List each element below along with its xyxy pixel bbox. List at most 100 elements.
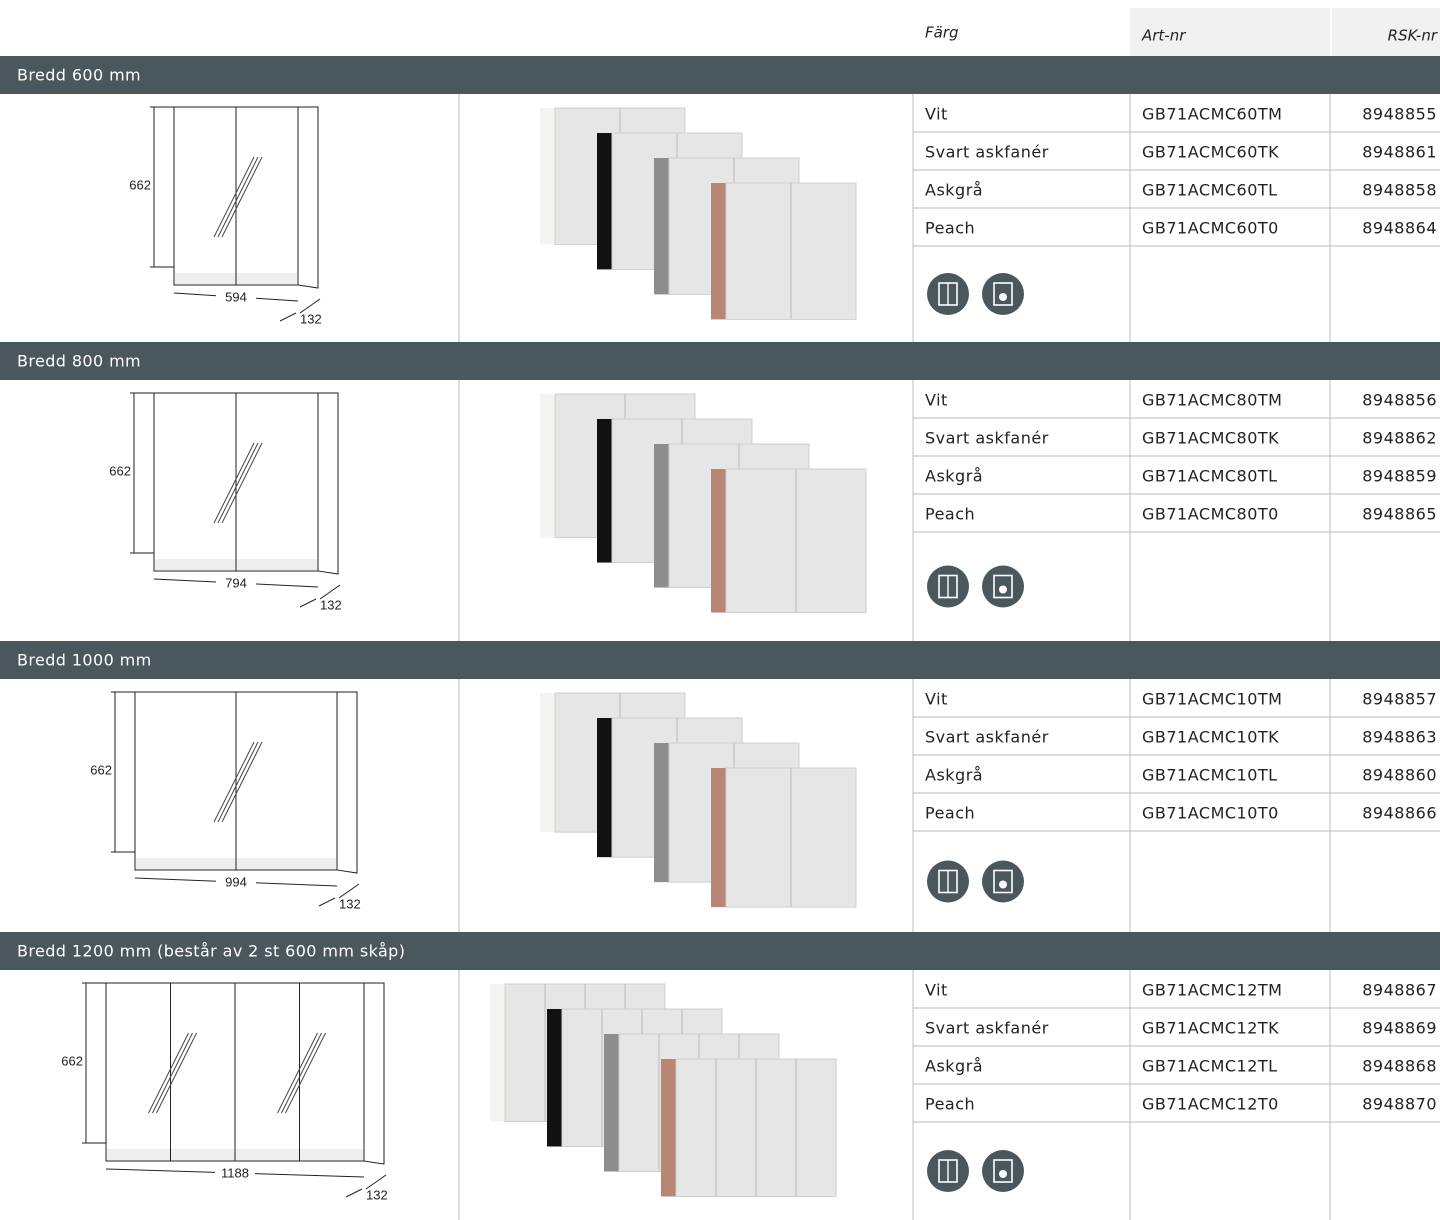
- rsk-number: 8948868: [1362, 1057, 1437, 1076]
- cabinet-side: [336, 691, 358, 874]
- dim-line: [299, 298, 321, 314]
- icon-glyph: [993, 574, 1013, 599]
- color-name: Svart askfanér: [925, 429, 1049, 448]
- cabinet-side: [317, 392, 339, 575]
- photo-side: [597, 419, 612, 563]
- mirror-mark: [221, 741, 263, 823]
- dim-line: [318, 897, 336, 907]
- mirror-mark: [285, 1032, 326, 1114]
- art-number: GB71ACMC12TK: [1142, 1019, 1279, 1038]
- color-name: Svart askfanér: [925, 728, 1049, 747]
- color-name: Peach: [925, 219, 975, 238]
- rsk-number: 8948862: [1362, 429, 1437, 448]
- art-number: GB71ACMC60TK: [1142, 143, 1279, 162]
- color-name: Vit: [925, 690, 948, 709]
- icon-glyph: [993, 282, 1013, 306]
- mirror-mark: [213, 442, 255, 524]
- color-name: Askgrå: [925, 766, 983, 785]
- icon-glyph: [999, 293, 1007, 301]
- header-bg: [1332, 8, 1440, 56]
- photo-side: [547, 1009, 562, 1147]
- photo-side: [540, 108, 555, 245]
- mirror-mark: [221, 442, 263, 524]
- photo-side: [711, 469, 726, 613]
- dim-bg: [216, 874, 256, 890]
- section-title: Bredd 600 mm: [17, 66, 141, 85]
- dim-line: [319, 584, 341, 600]
- rsk-number: 8948855: [1362, 105, 1437, 124]
- art-number: GB71ACMC10T0: [1142, 804, 1279, 823]
- section-band: [0, 56, 1440, 94]
- dim-line: [345, 1188, 363, 1198]
- mirror-mark: [281, 1032, 322, 1114]
- dim-bg: [216, 575, 256, 591]
- mirror-mark: [217, 741, 259, 823]
- mirror-mark: [213, 156, 255, 238]
- rsk-number: 8948859: [1362, 467, 1437, 486]
- rsk-number: 8948867: [1362, 981, 1437, 1000]
- color-name: Askgrå: [925, 1057, 983, 1076]
- mirror-mark: [217, 156, 259, 238]
- rsk-number: 8948861: [1362, 143, 1437, 162]
- color-name: Askgrå: [925, 181, 983, 200]
- rsk-number: 8948863: [1362, 728, 1437, 747]
- photo-side: [654, 158, 669, 295]
- art-number: GB71ACMC10TK: [1142, 728, 1279, 747]
- dim-height: 662: [61, 1053, 83, 1068]
- dim-height: 662: [90, 762, 112, 777]
- photo-side: [540, 394, 555, 538]
- rsk-number: 8948864: [1362, 219, 1437, 238]
- dim-depth: 132: [300, 311, 322, 326]
- section-band: [0, 932, 1440, 970]
- dim-width: 1188: [221, 1165, 249, 1180]
- section-band: [0, 342, 1440, 380]
- art-number: GB71ACMC10TL: [1142, 766, 1278, 785]
- color-name: Askgrå: [925, 467, 983, 486]
- dim-width: 594: [225, 289, 247, 304]
- art-number: GB71ACMC10TM: [1142, 690, 1282, 709]
- rsk-number: 8948857: [1362, 690, 1437, 709]
- dim-width: 994: [225, 874, 247, 889]
- rsk-number: 8948869: [1362, 1019, 1437, 1038]
- section-title: Bredd 1000 mm: [17, 651, 152, 670]
- rsk-number: 8948866: [1362, 804, 1437, 823]
- color-name: Svart askfanér: [925, 1019, 1049, 1038]
- mirror-mark: [156, 1032, 197, 1114]
- icon-glyph: [999, 1170, 1007, 1178]
- icon-glyph: [999, 585, 1007, 594]
- photo-side: [654, 743, 669, 883]
- dim-depth: 132: [339, 896, 361, 911]
- color-name: Peach: [925, 804, 975, 823]
- dim-height: 662: [129, 177, 151, 192]
- photo-side: [711, 183, 726, 320]
- color-name: Peach: [925, 1095, 975, 1114]
- dim-bg: [216, 289, 256, 305]
- mirror-mark: [221, 156, 263, 238]
- color-name: Vit: [925, 391, 948, 410]
- dim-line: [338, 883, 360, 899]
- photo-side: [604, 1034, 619, 1172]
- section-title: Bredd 800 mm: [17, 352, 141, 371]
- icon-glyph: [993, 1159, 1013, 1183]
- dim-height: 662: [109, 463, 131, 478]
- dim-width: 794: [225, 575, 247, 590]
- art-number: GB71ACMC12TM: [1142, 981, 1282, 1000]
- rsk-number: 8948865: [1362, 505, 1437, 524]
- header-rsk: RSK-nr: [1388, 27, 1438, 45]
- art-number: GB71ACMC80TK: [1142, 429, 1279, 448]
- header-bg: [1130, 8, 1330, 56]
- photo-side: [654, 444, 669, 588]
- header-color: Färg: [925, 24, 959, 42]
- mirror-mark: [148, 1032, 189, 1114]
- mirror-mark: [152, 1032, 193, 1114]
- icon-glyph: [999, 880, 1007, 889]
- art-number: GB71ACMC80TL: [1142, 467, 1278, 486]
- art-number: GB71ACMC60TL: [1142, 181, 1278, 200]
- art-number: GB71ACMC12TL: [1142, 1057, 1278, 1076]
- cabinet-side: [297, 106, 319, 289]
- color-name: Vit: [925, 981, 948, 1000]
- dim-line: [279, 312, 297, 322]
- rsk-number: 8948870: [1362, 1095, 1437, 1114]
- rsk-number: 8948860: [1362, 766, 1437, 785]
